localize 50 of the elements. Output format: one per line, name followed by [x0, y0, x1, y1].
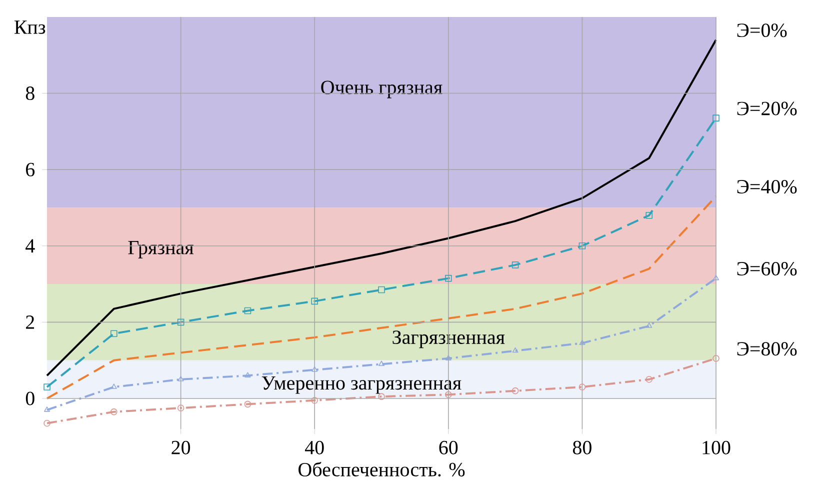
- point: [110, 330, 118, 338]
- point: [512, 262, 519, 268]
- x-tick-label: 20: [172, 440, 190, 454]
- point: [512, 347, 518, 353]
- band-label: Умеренно загрязненная: [262, 376, 462, 394]
- point: [713, 274, 719, 280]
- series-label: Э=40%: [737, 180, 797, 194]
- point: [646, 376, 652, 383]
- y-axis-title: Кпз: [14, 20, 46, 34]
- x-tick-label: 100: [702, 440, 730, 454]
- y-tick-label: 2: [26, 316, 34, 329]
- point: [177, 404, 184, 412]
- point: [712, 114, 720, 122]
- point: [311, 396, 318, 404]
- point: [244, 400, 252, 408]
- point: [578, 384, 586, 390]
- x-tick-label: 60: [439, 440, 458, 454]
- y-tick-label: 0: [26, 392, 34, 406]
- series-label: Э=0%: [737, 24, 787, 38]
- y-tick-label: 6: [26, 162, 35, 176]
- series-label: Э=20%: [737, 102, 797, 116]
- point: [244, 372, 251, 378]
- point: [512, 387, 519, 394]
- point: [579, 340, 586, 346]
- point: [712, 355, 720, 362]
- series-label: Э=80%: [737, 342, 797, 356]
- point: [44, 420, 50, 427]
- point: [445, 355, 452, 360]
- x-tick-label: 80: [572, 440, 592, 454]
- point: [44, 384, 50, 390]
- point: [178, 376, 184, 382]
- x-axis-title: Обеспеченность. %: [298, 462, 465, 476]
- point: [578, 242, 586, 250]
- point: [177, 318, 184, 326]
- point: [378, 360, 385, 366]
- point: [445, 274, 452, 282]
- point: [244, 307, 252, 314]
- line-series: [46, 38, 717, 377]
- x-tick-label: 40: [304, 440, 324, 454]
- point: [311, 298, 318, 305]
- y-tick-label: 8: [26, 86, 34, 100]
- band-label: Загрязненная: [392, 330, 505, 348]
- series-label: Э=60%: [737, 262, 797, 276]
- point: [44, 406, 50, 412]
- y-tick-label: 4: [26, 239, 35, 252]
- point: [646, 322, 652, 328]
- point: [110, 408, 118, 416]
- point: [646, 212, 652, 219]
- point: [378, 286, 385, 294]
- point: [312, 366, 318, 372]
